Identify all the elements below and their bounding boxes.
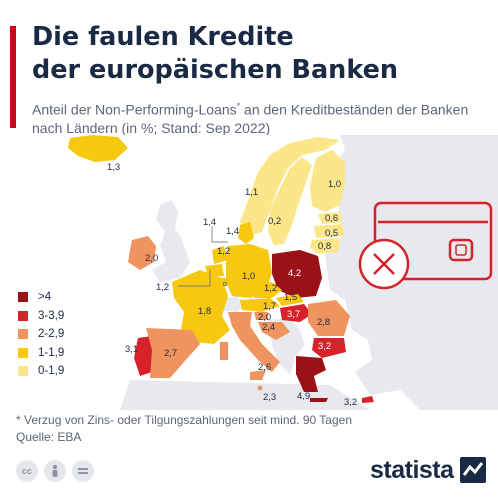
label-malta: 2,3 bbox=[263, 392, 276, 403]
label-belgium: 1,2 bbox=[217, 246, 230, 257]
legend-item: 2-2,9 bbox=[18, 327, 64, 341]
country-cyprus bbox=[362, 396, 374, 403]
source: Quelle: EBA bbox=[16, 430, 82, 444]
country-portugal bbox=[134, 336, 152, 376]
statista-logo[interactable]: statista bbox=[370, 454, 486, 486]
country-lithuania bbox=[310, 238, 340, 254]
label-finland: 1,0 bbox=[328, 179, 341, 190]
country-ireland bbox=[128, 236, 156, 270]
label-slovenia: 2,0 bbox=[258, 312, 271, 323]
label-bulgaria: 3,2 bbox=[318, 341, 331, 352]
land-uk bbox=[152, 200, 190, 282]
country-estonia bbox=[318, 212, 342, 224]
label-france: 1,8 bbox=[198, 306, 211, 317]
legend-swatch bbox=[18, 292, 28, 302]
legend-label: 1-1,9 bbox=[38, 346, 65, 359]
country-bulgaria bbox=[312, 338, 346, 358]
legend-item: >4 bbox=[18, 290, 51, 304]
country-malta bbox=[257, 385, 263, 391]
label-iceland: 1,3 bbox=[107, 162, 120, 173]
label-estonia: 0,6 bbox=[325, 213, 338, 224]
license-icons: cc bbox=[16, 460, 94, 486]
statista-mark-icon bbox=[459, 457, 486, 483]
legend-item: 3-3,9 bbox=[18, 309, 64, 323]
subtitle-part-1: Anteil der Non-Performing-Loans bbox=[32, 101, 237, 118]
country-italy-sicily bbox=[250, 370, 266, 380]
label-austria: 1,7 bbox=[263, 301, 276, 312]
value-labels: 1,3 2,0 1,1 0,2 1,0 0,6 0,5 0,8 1,4 1,4 … bbox=[107, 162, 357, 408]
title-line-2: der europäischen Banken bbox=[32, 55, 399, 85]
brand-wordmark: statista bbox=[370, 455, 454, 484]
label-ireland: 2,0 bbox=[145, 253, 158, 264]
country-netherlands bbox=[212, 246, 228, 264]
label-lithuania: 0,8 bbox=[318, 241, 331, 252]
credit-card-illustration bbox=[358, 201, 493, 290]
label-spain: 2,7 bbox=[164, 348, 177, 359]
leader-lines bbox=[178, 226, 228, 287]
footnote: * Verzug von Zins- oder Tilgungszahlunge… bbox=[16, 413, 352, 427]
legend-label: >4 bbox=[38, 291, 52, 303]
accent-bar bbox=[10, 26, 16, 128]
label-italy: 2,6 bbox=[258, 362, 271, 373]
by-icon[interactable] bbox=[44, 460, 66, 482]
country-italy-sardinia bbox=[220, 342, 228, 360]
subtitle: Anteil der Non-Performing-Loans* an den … bbox=[32, 97, 494, 137]
label-sweden: 0,2 bbox=[268, 216, 281, 227]
label-romania: 2,8 bbox=[317, 317, 330, 328]
legend-label: 2-2,9 bbox=[38, 328, 65, 340]
country-croatia bbox=[258, 322, 290, 340]
title: Die faulen Kredite der europäischen Bank… bbox=[32, 21, 492, 87]
country-norway bbox=[240, 137, 340, 236]
legend: >4 3-3,9 2-2,9 1-1,9 0-1,9 bbox=[10, 284, 90, 382]
country-greece-crete bbox=[310, 398, 328, 402]
subtitle-part-2: an den Kreditbeständen der Banken nach L… bbox=[32, 101, 469, 136]
nd-icon[interactable] bbox=[72, 460, 94, 482]
legend-label: 0-1,9 bbox=[38, 365, 65, 377]
label-germany: 1,0 bbox=[242, 271, 255, 282]
country-france bbox=[172, 270, 230, 344]
label-croatia: 2,4 bbox=[262, 322, 275, 333]
legend-item: 0-1,9 bbox=[18, 364, 64, 378]
country-slovenia bbox=[254, 312, 268, 320]
label-slovakia: 1,5 bbox=[284, 292, 297, 303]
country-austria bbox=[240, 298, 280, 312]
label-czechia: 1,2 bbox=[264, 283, 277, 294]
country-czechia bbox=[252, 282, 282, 298]
country-italy bbox=[228, 312, 280, 372]
legend-swatch bbox=[18, 347, 28, 358]
country-greece bbox=[296, 356, 326, 392]
label-latvia: 0,5 bbox=[325, 228, 338, 239]
country-poland bbox=[272, 250, 322, 298]
legend-item: 1-1,9 bbox=[18, 346, 64, 360]
country-hungary bbox=[280, 304, 312, 322]
label-portugal: 3,1 bbox=[125, 344, 138, 355]
subtitle-asterisk: * bbox=[236, 101, 241, 111]
label-cyprus: 3,2 bbox=[344, 397, 357, 408]
title-line-1: Die faulen Kredite bbox=[32, 22, 294, 52]
label-netherlands: 1,4 bbox=[203, 217, 216, 228]
label-denmark: 1,4 bbox=[226, 226, 239, 237]
footnote-block: * Verzug von Zins- oder Tilgungszahlunge… bbox=[16, 412, 486, 446]
country-finland bbox=[310, 150, 345, 212]
country-sweden bbox=[268, 157, 312, 245]
label-luxembourg: 1,2 bbox=[156, 282, 169, 293]
country-iceland bbox=[68, 135, 128, 162]
country-denmark bbox=[238, 222, 254, 244]
label-greece: 4,9 bbox=[297, 391, 310, 402]
country-romania bbox=[308, 300, 350, 336]
legend-label: 3-3,9 bbox=[38, 309, 65, 322]
label-hungary: 3,7 bbox=[287, 309, 300, 320]
equals-icon bbox=[78, 468, 88, 474]
label-norway: 1,1 bbox=[245, 187, 258, 198]
country-latvia bbox=[314, 224, 345, 238]
label-poland: 4,2 bbox=[288, 268, 301, 279]
legend-swatch bbox=[18, 329, 28, 339]
country-spain bbox=[146, 328, 200, 378]
country-slovakia bbox=[276, 294, 304, 306]
legend-swatch bbox=[18, 366, 28, 376]
person-icon bbox=[52, 464, 58, 477]
cc-icon[interactable]: cc bbox=[16, 460, 38, 482]
legend-swatch bbox=[18, 310, 28, 321]
